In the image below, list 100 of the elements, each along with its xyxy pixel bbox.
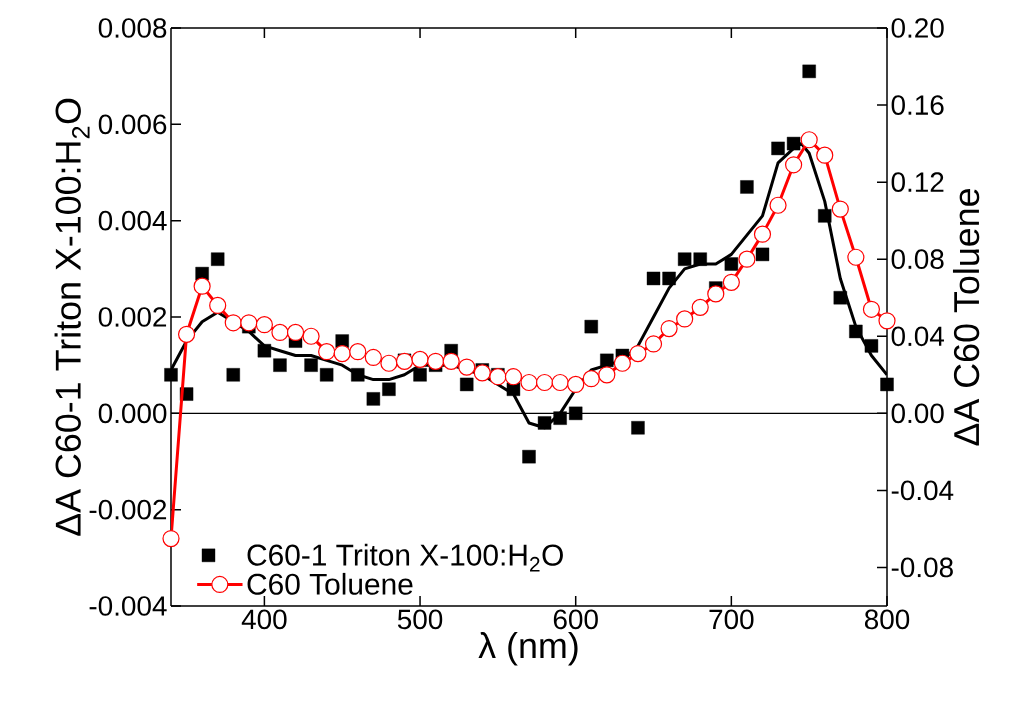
point [755, 247, 770, 262]
point [693, 252, 707, 266]
point [631, 421, 645, 435]
point [382, 382, 396, 396]
point [240, 314, 258, 332]
y-tick-label: 0.000 [98, 403, 167, 424]
point [849, 324, 863, 339]
point [302, 327, 320, 345]
y-tick-label: 0.006 [98, 114, 167, 135]
point [802, 64, 816, 79]
point [442, 352, 460, 370]
y-tick-label: 0.002 [98, 307, 167, 327]
point [537, 416, 552, 430]
legend-label: C60 Toluene [247, 572, 413, 595]
y2-tick-label: 0.20 [891, 18, 944, 38]
point [411, 350, 429, 368]
point [504, 368, 523, 386]
point [722, 273, 740, 291]
point [193, 277, 211, 295]
point [286, 323, 305, 342]
point [460, 377, 474, 392]
point [209, 296, 227, 315]
point [366, 392, 381, 406]
point [224, 314, 242, 332]
point [691, 298, 709, 316]
point [769, 196, 787, 214]
y2-tick-label: 0.04 [891, 326, 944, 347]
point [273, 358, 287, 372]
point [349, 343, 367, 361]
point [551, 373, 569, 392]
point [646, 271, 661, 286]
point [380, 354, 398, 372]
point [677, 252, 692, 266]
y2-tick-label: -0.08 [891, 557, 953, 578]
y2-tick-label: 0.08 [891, 249, 944, 270]
point [847, 248, 865, 266]
point [818, 209, 832, 223]
point [318, 343, 336, 361]
point [319, 368, 334, 382]
y-tick-label: -0.004 [89, 596, 167, 616]
point [473, 364, 491, 382]
x-tick-label: 700 [709, 609, 754, 630]
y2-axis-title: ΔA C60 Toluene [952, 189, 980, 446]
point [833, 291, 847, 305]
point [304, 358, 318, 372]
point [164, 368, 178, 382]
point [211, 252, 225, 266]
point [644, 335, 663, 353]
point [489, 368, 507, 386]
point [660, 319, 678, 338]
legend-label: C60-1 Triton X-100:H$_{2}$O [247, 543, 563, 572]
point [413, 368, 427, 382]
point [177, 325, 196, 343]
point [864, 339, 879, 353]
point [522, 449, 536, 464]
point [724, 257, 739, 271]
y2-tick-label: -0.04 [891, 480, 954, 501]
y-axis-title: ΔA C60-1 Triton X-100:H$_{2}$O [54, 98, 90, 536]
y2-tick-label: 0.16 [891, 95, 944, 115]
point [740, 180, 754, 194]
point [598, 366, 616, 384]
point [567, 375, 585, 394]
point [333, 345, 351, 363]
x-tick-label: 400 [241, 609, 287, 630]
point [553, 411, 567, 425]
point [271, 323, 289, 342]
point [535, 373, 554, 392]
x-tick-label: 500 [397, 609, 443, 630]
point [800, 131, 818, 149]
x-tick-label: 600 [553, 609, 598, 630]
point [257, 344, 272, 358]
y2-tick-label: 0.00 [891, 403, 944, 424]
point [582, 370, 600, 388]
point [520, 373, 538, 392]
point [862, 300, 881, 318]
point [831, 200, 849, 218]
point [785, 156, 803, 174]
point [753, 225, 772, 243]
point [613, 354, 631, 372]
x-axis-title: λ (nm) [478, 632, 578, 666]
point [629, 345, 647, 363]
point [584, 319, 598, 334]
point [738, 250, 756, 268]
point [816, 146, 834, 164]
point [255, 316, 273, 334]
y-tick-label: 0.004 [98, 210, 167, 231]
y-tick-label: -0.002 [89, 499, 167, 520]
point [569, 406, 583, 421]
point [676, 310, 694, 328]
point [364, 348, 382, 367]
point [427, 352, 445, 370]
y-tick-label: 0.008 [98, 18, 167, 38]
point [786, 136, 801, 151]
y2-tick-label: 0.12 [891, 172, 944, 192]
point [771, 141, 785, 156]
point [707, 285, 725, 303]
x-tick-label: 800 [864, 609, 910, 630]
point [600, 353, 614, 368]
point [162, 529, 180, 548]
point [458, 358, 476, 376]
